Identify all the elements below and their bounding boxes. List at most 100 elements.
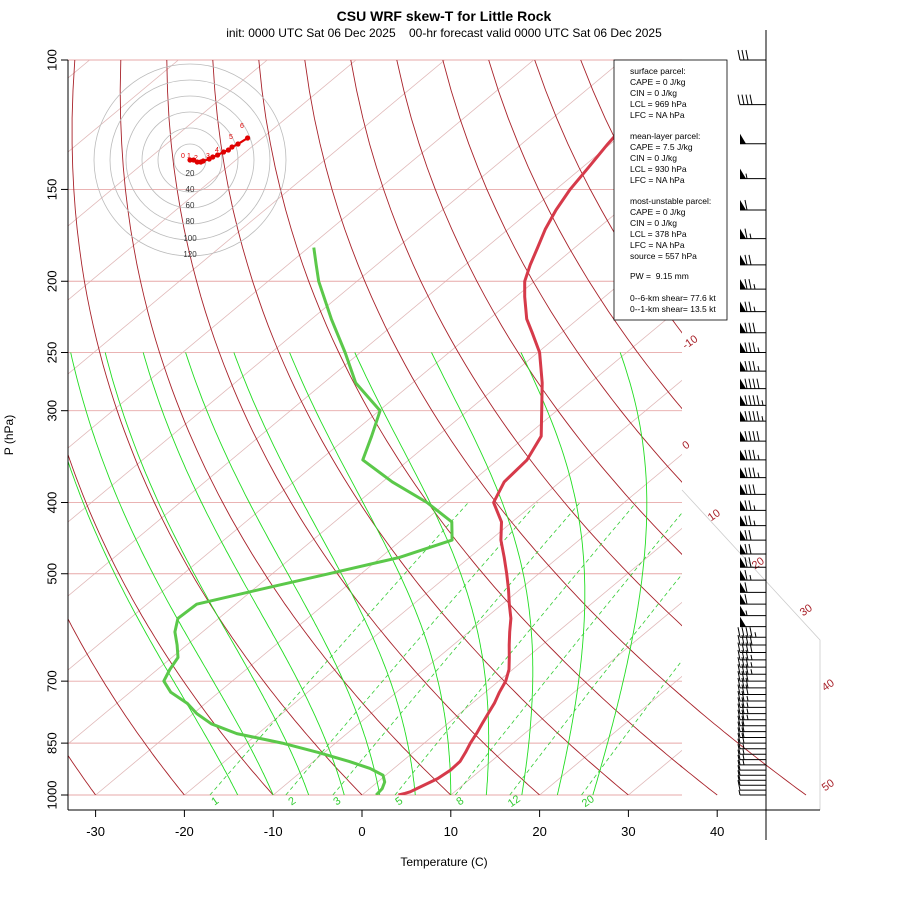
wind-barb-half [757,472,760,478]
hodograph-point [215,152,221,158]
y-tick-label: 250 [45,342,60,364]
hodograph-height-label: 0 [181,153,185,160]
wind-barb [737,744,766,755]
wind-barb [737,709,766,721]
hodograph-ring-label: 120 [183,250,197,259]
wind-barb-flag [740,570,746,581]
wind-barb-full [737,94,741,105]
wind-barb-full [745,94,749,105]
wind-barb-full [744,484,748,495]
x-tick-label: 0 [358,824,365,839]
wind-barb [740,378,766,390]
wind-barb [737,664,766,675]
wind-barb-full [744,360,748,372]
wind-barb-full [737,634,741,646]
wind-barb-full [737,770,741,781]
wind-barb-full [744,515,748,526]
wind-barb-full [737,780,741,791]
y-tick-label: 1000 [45,781,60,810]
wind-barb-full [748,411,752,422]
wind-barb-full [744,431,748,442]
isotherm-line [68,60,446,375]
wind-barb [737,775,766,786]
wind-barb-full [741,49,745,61]
wind-barb-full [737,715,741,726]
dry-adiabat-line [166,60,540,795]
wind-barb-full [741,664,745,675]
hodograph-ring-label: 20 [186,169,195,178]
wind-barb-half [750,669,753,675]
wind-barb-full [737,49,741,61]
dry-adiabat-label: -10 [680,333,700,352]
x-axis-ticks: -30 -20 -10 0 10 20 30 40 [86,810,724,839]
wind-barb [740,199,766,211]
moist-adiabat-line [520,352,586,795]
wind-barb-full [745,677,749,689]
wind-barb [737,715,766,727]
wind-barb-full [748,360,752,372]
wind-barb [740,449,766,461]
wind-barb-full [748,467,752,478]
wind-barb-flag [740,342,746,353]
wind-barb [740,569,766,581]
wind-barb-flag [740,582,746,593]
wind-barb-full [741,94,745,105]
precipitable-water: PW = 9.15 mm [630,271,689,281]
wind-barb [737,49,766,61]
wind-barb-flag [740,515,746,526]
wind-barb [740,254,766,266]
wind-barb-full [752,342,756,353]
mean-layer-header: mean-layer parcel: [630,131,700,141]
wind-barb [740,279,766,290]
wind-barb-full [737,642,741,653]
wind-barb [740,500,766,511]
wind-barb-full [745,649,749,661]
dry-adiabat-line [119,60,452,795]
moist-adiabat-line [104,352,310,795]
wind-barb [737,94,766,106]
hodograph-ring [109,79,271,241]
hodograph-point [187,157,193,163]
wind-barb-full [756,378,760,389]
x-tick-label: -20 [175,824,194,839]
surface-cin: CIN = 0 J/kg [630,88,677,98]
wind-barb [740,543,766,555]
wind-barb-full [737,733,741,744]
wind-barb-full [745,634,749,646]
wind-barb-half [738,789,741,796]
wind-barb-flag [740,168,746,179]
dry-adiabat-label: 10 [706,507,723,524]
wind-barb-flag [740,530,746,541]
wind-barb-full [745,627,749,638]
wind-barb-full [741,627,745,638]
x-tick-label: -30 [86,824,105,839]
isotherm-line [68,60,179,153]
mixing-ratio-label: 20 [580,793,597,810]
wind-barb-full [744,582,748,593]
wind-barb-full [741,642,745,653]
wind-barb-full [752,484,756,495]
moist-adiabat-line [68,459,239,795]
hodograph-height-label: 6 [240,123,244,130]
chart-title: CSU WRF skew-T for Little Rock [337,8,552,24]
dry-adiabat-line [396,60,682,556]
mixing-ratio-line [454,512,682,795]
isotherm-line [68,60,268,227]
wind-barb [740,616,766,628]
wind-barb-full [741,727,745,738]
wind-barb-full [752,360,756,372]
hodograph-ring [125,95,255,225]
wind-barb-full [744,395,748,406]
wind-barb [740,360,766,372]
dry-adiabat-label: 30 [798,602,815,619]
most-unstable-lcl: LCL = 378 hPa [630,229,687,239]
wind-barb-full [744,594,748,605]
wind-barb-full [744,500,748,511]
hodograph-point [235,141,241,147]
hodograph-point [194,159,200,165]
shear-0-1km: 0--1-km shear= 13.5 kt [630,304,716,314]
wind-barb-full [752,378,756,389]
isotherm-line [717,60,900,795]
